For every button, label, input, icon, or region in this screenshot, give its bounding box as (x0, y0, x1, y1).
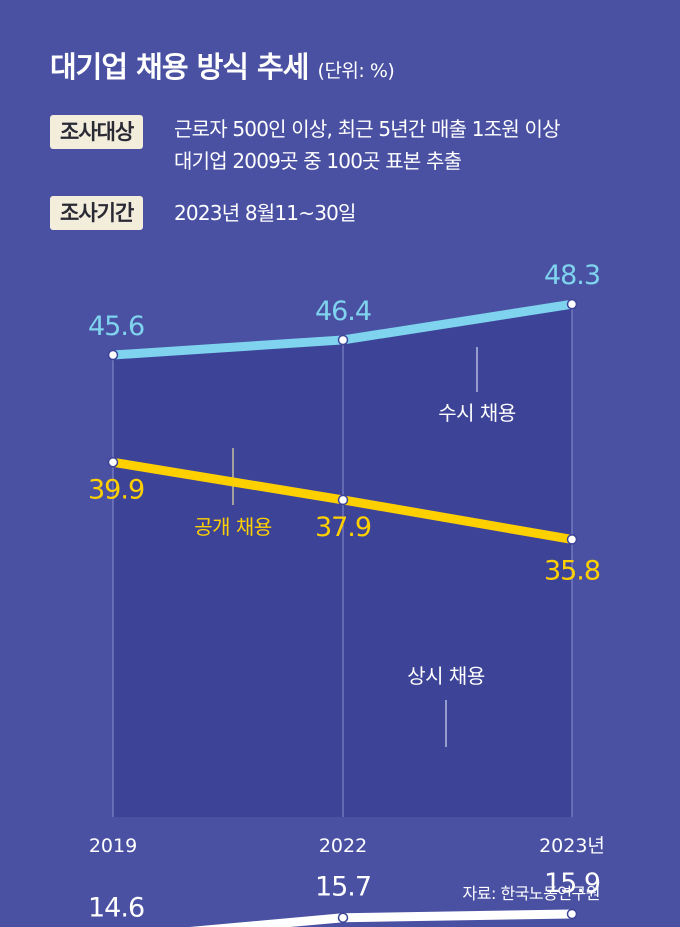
x-tick-label: 2022 (319, 835, 367, 857)
series-name-label: 공개 채용 (194, 515, 272, 539)
data-point (566, 908, 578, 920)
data-label: 15.9 (544, 868, 600, 899)
data-label: 35.8 (544, 555, 600, 586)
data-label: 14.6 (88, 892, 144, 923)
data-label: 45.6 (88, 311, 144, 342)
data-point (337, 334, 349, 346)
data-label: 15.7 (315, 872, 371, 903)
data-label: 48.3 (544, 260, 600, 291)
unit-label: (단위: %) (317, 60, 395, 82)
source-note: 자료: 한국노동연구원 (462, 884, 601, 903)
data-label: 37.9 (315, 512, 371, 543)
survey-target-line-1: 근로자 500인 이상, 최근 5년간 매출 1조원 이상 (174, 117, 560, 141)
x-tick-label: 2019 (89, 835, 137, 857)
data-point (566, 534, 578, 545)
data-label: 39.9 (88, 474, 144, 505)
data-point (337, 912, 349, 923)
series-name-label: 수시 채용 (438, 401, 516, 425)
data-point (337, 494, 349, 506)
survey-period-line-1: 2023년 8월11~30일 (174, 201, 356, 225)
data-point (107, 349, 119, 361)
series-name-label: 상시 채용 (407, 664, 485, 688)
x-tick-label: 2023년 (539, 835, 605, 857)
chart-title-text: 대기업 채용 방식 추세 (50, 50, 309, 84)
survey-target-line-2: 대기업 2009곳 중 100곳 표본 추출 (174, 149, 462, 173)
data-point (107, 457, 119, 468)
survey-target-badge: 조사대상 (50, 115, 144, 149)
survey-target-text: 근로자 500인 이상, 최근 5년간 매출 1조원 이상 대기업 2009곳 … (174, 113, 560, 177)
data-label: 46.4 (315, 296, 371, 327)
data-point (566, 298, 578, 310)
chart-title: 대기업 채용 방식 추세 (단위: %) (50, 44, 395, 86)
survey-period-text: 2023년 8월11~30일 (174, 197, 356, 229)
survey-period-badge: 조사기간 (50, 196, 144, 230)
